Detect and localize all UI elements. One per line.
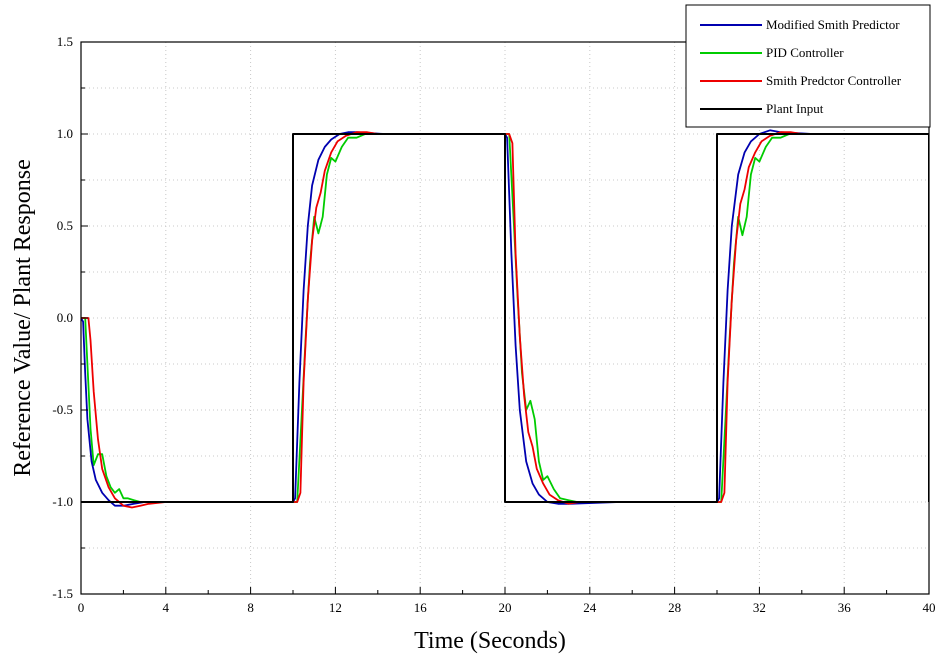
axes: 0 4 8 12 16 20 24 28 32 36 40 -1.5 -1.0 -0.5 0.0 0.5 1.0… xyxy=(52,34,935,615)
y-tick-label: 0.0 xyxy=(57,310,73,325)
x-tick-label: 20 xyxy=(499,600,512,615)
y-tick-label: -1.5 xyxy=(52,586,73,601)
y-tick-label: -0.5 xyxy=(52,402,73,417)
series-layer xyxy=(81,129,929,509)
legend-label-smith-predctor-controller: Smith Predctor Controller xyxy=(766,73,902,88)
legend-label-modified-smith-predictor: Modified Smith Predictor xyxy=(766,17,900,32)
legend-label-pid-controller: PID Controller xyxy=(766,45,844,60)
x-tick-label: 16 xyxy=(414,600,428,615)
y-tick-label: -1.0 xyxy=(52,494,73,509)
x-tick-label: 32 xyxy=(753,600,766,615)
x-axis-title: Time (Seconds) xyxy=(414,628,566,654)
y-tick-label: 1.0 xyxy=(57,126,73,141)
x-tick-label: 36 xyxy=(838,600,852,615)
series-line-plant-input xyxy=(81,133,929,503)
y-tick-label: 0.5 xyxy=(57,218,73,233)
x-tick-label: 28 xyxy=(668,600,681,615)
x-tick-label: 40 xyxy=(923,600,936,615)
x-tick-label: 4 xyxy=(163,600,170,615)
x-tick-label: 0 xyxy=(78,600,85,615)
y-tick-label: 1.5 xyxy=(57,34,73,49)
x-tick-label: 24 xyxy=(583,600,597,615)
legend: Modified Smith Predictor PID Controller Sm… xyxy=(685,4,931,128)
x-tick-label: 8 xyxy=(247,600,254,615)
y-axis-title: Reference Value/ Plant Response xyxy=(10,159,36,476)
legend-label-plant-input: Plant Input xyxy=(766,101,824,116)
x-tick-label: 12 xyxy=(329,600,342,615)
